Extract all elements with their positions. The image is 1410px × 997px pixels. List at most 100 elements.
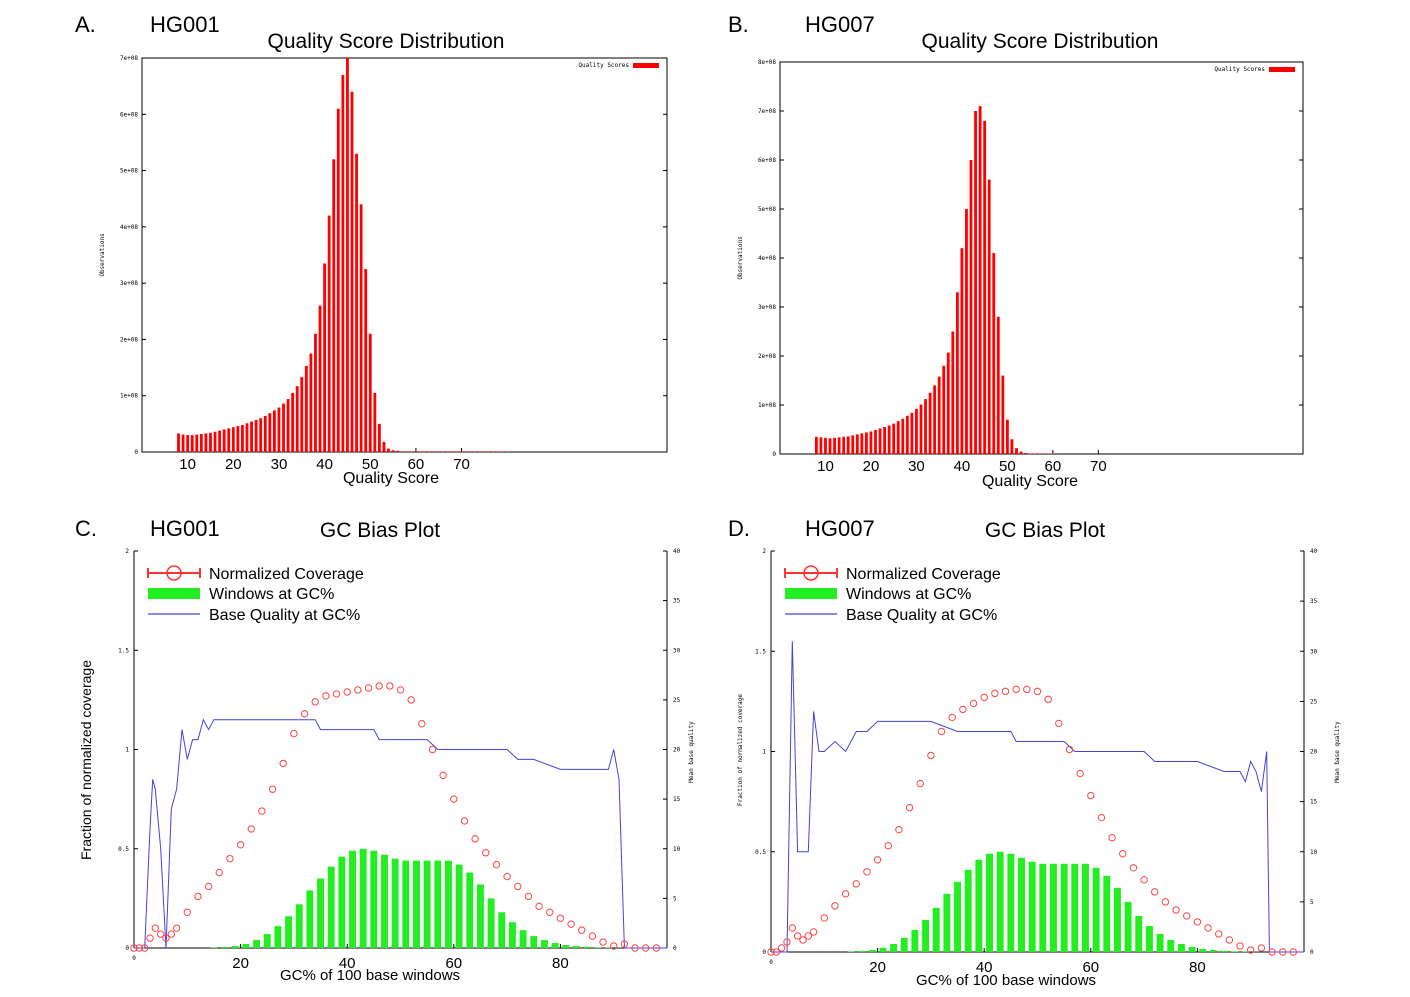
bar <box>364 269 368 452</box>
bar <box>943 893 951 952</box>
coverage-point <box>311 698 319 706</box>
bar <box>455 864 463 948</box>
panel-letter: B. <box>728 12 749 37</box>
coverage-point <box>788 924 797 932</box>
bar <box>974 111 977 454</box>
coverage-point <box>1193 918 1202 926</box>
bar <box>855 434 859 454</box>
coverage-point <box>1033 687 1042 696</box>
coverage-point <box>162 934 170 942</box>
y-tick-label: 1.5 <box>755 648 766 655</box>
coverage-point <box>652 944 661 952</box>
bar <box>263 415 267 452</box>
bar <box>978 106 982 454</box>
bar <box>942 365 946 454</box>
coverage-point <box>809 928 818 936</box>
bar <box>501 451 505 452</box>
coverage-point <box>927 751 935 760</box>
bar <box>382 441 386 452</box>
coverage-point <box>130 944 138 952</box>
coverage-point <box>937 727 946 736</box>
bar <box>851 435 855 454</box>
bar <box>969 160 973 454</box>
x-tick-label: 40 <box>339 955 356 972</box>
y-tick-label: 6e+08 <box>758 157 776 164</box>
sample-name: HG007 <box>805 516 875 541</box>
bar <box>1060 863 1068 952</box>
coverage-point <box>793 932 802 940</box>
coverage-point <box>641 944 650 952</box>
y-tick-label: 1e+08 <box>758 402 776 409</box>
y2-tick-label: 35 <box>673 598 681 605</box>
coverage-point <box>1065 745 1074 754</box>
bar <box>451 451 454 452</box>
coverage-point <box>948 713 956 722</box>
bar <box>1019 451 1023 454</box>
y-tick-label: 5e+08 <box>120 168 138 175</box>
y-tick-label: 2e+08 <box>758 353 776 360</box>
bar <box>992 253 996 454</box>
bar <box>1028 861 1036 952</box>
coverage-point <box>1012 685 1020 694</box>
bar <box>492 451 495 452</box>
coverage-point <box>364 684 373 692</box>
coverage-point <box>300 710 309 718</box>
bar <box>338 856 346 948</box>
coverage-point <box>804 932 813 940</box>
bar <box>1188 946 1196 952</box>
bar <box>1199 948 1207 952</box>
bar <box>519 930 527 948</box>
x-tick-label: 70 <box>1090 458 1107 475</box>
bar <box>540 940 548 948</box>
bar <box>987 179 991 454</box>
bar <box>466 872 474 948</box>
bar <box>498 912 506 948</box>
bar <box>1103 875 1111 952</box>
y2-tick-label: 0 <box>1310 949 1314 956</box>
bar <box>428 451 432 452</box>
bar <box>833 437 836 454</box>
plot-area: 0 1e+08 2e+08 3e+08 4e+08 5e+08 6e+08 7e+08 10 20… <box>120 55 668 473</box>
bar <box>317 878 325 948</box>
sample-name: HG001 <box>150 12 220 37</box>
y-tick-label: 7e+08 <box>120 55 138 62</box>
coverage-point <box>226 854 234 863</box>
bar <box>890 943 898 952</box>
y2-tick-label: 35 <box>1310 598 1318 605</box>
bar <box>482 451 486 452</box>
y-tick-label: 3e+08 <box>758 304 776 311</box>
bar <box>332 159 336 453</box>
x-tick-label: 50 <box>999 458 1016 475</box>
chart-title: GC Bias Plot <box>320 519 440 542</box>
y-tick-label: 5e+08 <box>758 206 776 213</box>
x-tick-label: 40 <box>976 959 993 976</box>
y-tick-label: 1 <box>125 747 129 754</box>
coverage-point <box>1161 898 1170 906</box>
bar <box>922 919 930 952</box>
y2-axis-label: Mean base quality <box>688 721 695 783</box>
bar <box>460 451 463 452</box>
bar <box>868 949 876 952</box>
bar <box>924 399 927 454</box>
bar <box>869 431 873 454</box>
coverage-point <box>841 890 850 898</box>
coverage-point <box>1172 906 1180 914</box>
panel-a: A. HG001 Quality Score Distribution Qual… <box>75 12 668 487</box>
legend-label: Base Quality at GC% <box>209 607 360 624</box>
bar <box>572 946 580 948</box>
coverage-point <box>1129 864 1138 872</box>
bar <box>508 922 516 948</box>
coverage-point <box>194 892 202 901</box>
bar <box>1220 950 1228 952</box>
bar <box>887 425 891 454</box>
coverage-point <box>777 944 786 952</box>
bar <box>253 940 261 948</box>
y2-axis-label: Mean base quality <box>1334 721 1341 783</box>
plot-frame <box>779 61 1304 455</box>
bar <box>441 451 445 452</box>
coverage-point <box>1183 912 1191 920</box>
x-tick-label: 20 <box>225 456 242 473</box>
bar <box>469 451 473 452</box>
y-tick-label: 2 <box>762 548 766 555</box>
bar <box>828 438 832 454</box>
